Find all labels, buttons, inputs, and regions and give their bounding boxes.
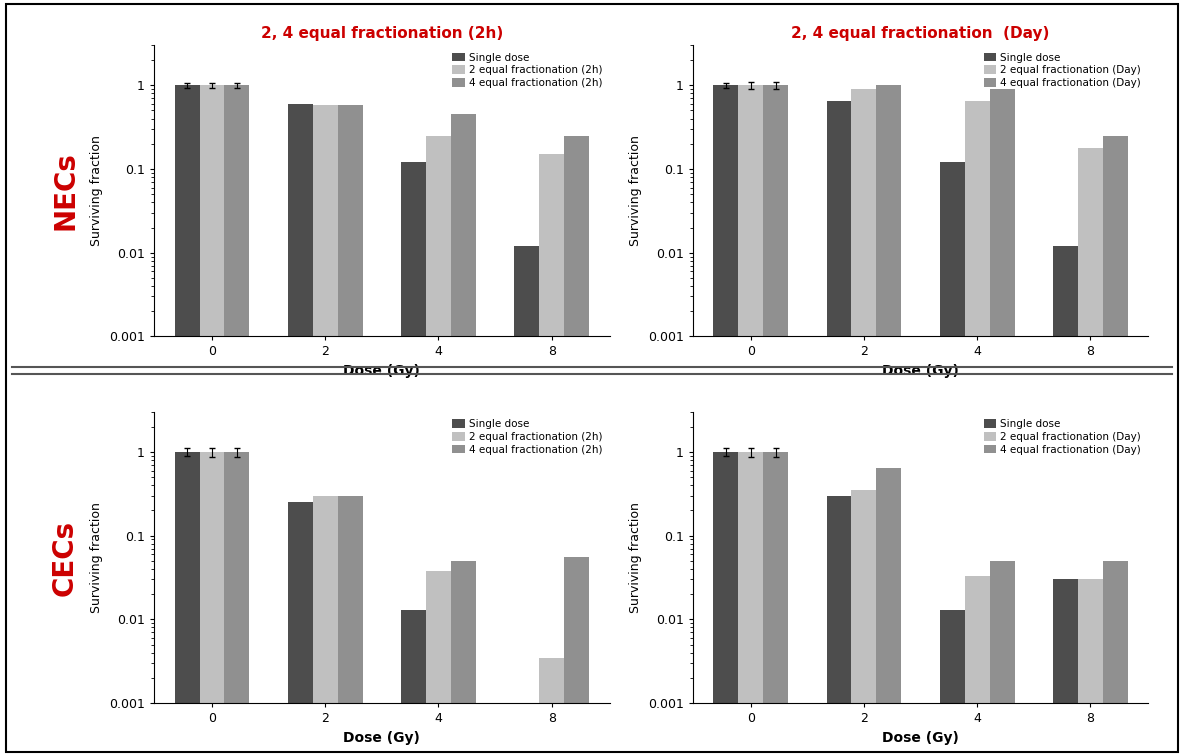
Bar: [940, 163, 965, 756]
Bar: [426, 135, 451, 756]
Legend: Single dose, 2 equal fractionation (Day), 4 equal fractionation (Day): Single dose, 2 equal fractionation (Day)…: [982, 51, 1144, 90]
Bar: [288, 502, 313, 756]
Bar: [826, 496, 851, 756]
Bar: [313, 105, 337, 756]
Bar: [965, 101, 990, 756]
Bar: [713, 452, 739, 756]
Bar: [826, 101, 851, 756]
Bar: [337, 496, 362, 756]
Bar: [225, 85, 250, 756]
X-axis label: Dose (Gy): Dose (Gy): [882, 364, 959, 378]
Y-axis label: Surviving fraction: Surviving fraction: [629, 135, 642, 246]
Bar: [225, 452, 250, 756]
Y-axis label: Surviving fraction: Surviving fraction: [90, 135, 103, 246]
Bar: [990, 89, 1015, 756]
Bar: [1053, 246, 1077, 756]
Legend: Single dose, 2 equal fractionation (Day), 4 equal fractionation (Day): Single dose, 2 equal fractionation (Day)…: [982, 417, 1144, 457]
Bar: [564, 557, 590, 756]
Bar: [401, 610, 426, 756]
Title: 2, 4 equal fractionation  (Day): 2, 4 equal fractionation (Day): [791, 26, 1050, 42]
Legend: Single dose, 2 equal fractionation (2h), 4 equal fractionation (2h): Single dose, 2 equal fractionation (2h),…: [450, 417, 605, 457]
Bar: [451, 114, 476, 756]
Bar: [739, 85, 764, 756]
Bar: [1102, 561, 1127, 756]
Bar: [876, 468, 901, 756]
Bar: [764, 452, 789, 756]
Bar: [426, 571, 451, 756]
Bar: [175, 85, 200, 756]
Bar: [851, 490, 876, 756]
Bar: [851, 89, 876, 756]
Bar: [175, 452, 200, 756]
Bar: [539, 658, 564, 756]
Legend: Single dose, 2 equal fractionation (2h), 4 equal fractionation (2h): Single dose, 2 equal fractionation (2h),…: [450, 51, 605, 90]
Bar: [200, 452, 225, 756]
Bar: [539, 154, 564, 756]
Text: CECs: CECs: [51, 519, 79, 596]
Bar: [764, 85, 789, 756]
X-axis label: Dose (Gy): Dose (Gy): [343, 364, 420, 378]
X-axis label: Dose (Gy): Dose (Gy): [882, 730, 959, 745]
Bar: [337, 105, 362, 756]
Bar: [1102, 135, 1127, 756]
Bar: [313, 496, 337, 756]
Bar: [713, 85, 739, 756]
Bar: [288, 104, 313, 756]
Bar: [200, 85, 225, 756]
Bar: [1053, 579, 1077, 756]
Title: 2, 4 equal fractionation (2h): 2, 4 equal fractionation (2h): [260, 26, 503, 42]
Bar: [965, 576, 990, 756]
Bar: [739, 452, 764, 756]
Bar: [401, 163, 426, 756]
Y-axis label: Surviving fraction: Surviving fraction: [629, 502, 642, 613]
Bar: [564, 135, 590, 756]
Text: NECs: NECs: [51, 151, 79, 231]
Y-axis label: Surviving fraction: Surviving fraction: [90, 502, 103, 613]
X-axis label: Dose (Gy): Dose (Gy): [343, 730, 420, 745]
Bar: [514, 246, 539, 756]
Bar: [1077, 579, 1102, 756]
Bar: [990, 561, 1015, 756]
Bar: [1077, 147, 1102, 756]
Bar: [451, 561, 476, 756]
Bar: [876, 85, 901, 756]
Bar: [940, 610, 965, 756]
